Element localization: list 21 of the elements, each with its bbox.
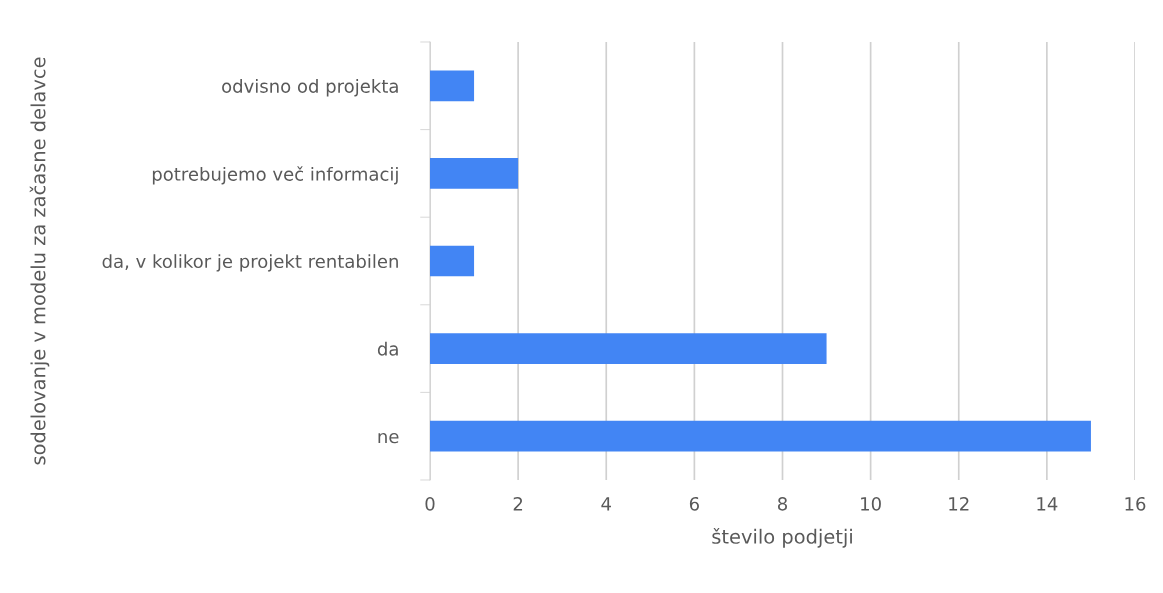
y-axis-title: sodelovanje v modelu za začasne delavce: [29, 57, 50, 465]
y-tick-label: da: [377, 341, 398, 356]
y-tick-label: odvisno od projekta: [222, 78, 398, 97]
bar: [430, 158, 519, 189]
x-tick-label: 2: [513, 496, 523, 511]
x-tick-label: 8: [777, 496, 788, 511]
x-tick-label: 4: [601, 497, 611, 511]
x-tick-label: 14: [1037, 497, 1058, 511]
bar: [430, 70, 475, 102]
x-tick-label: 12: [949, 496, 969, 511]
x-tick-label: 16: [1125, 496, 1146, 511]
y-tick-label: da, v kolikor je projekt rentabilen: [102, 254, 398, 272]
bar: [430, 245, 475, 277]
x-tick-label: 10: [861, 496, 881, 511]
bar: [430, 333, 827, 364]
y-tick-label: potrebujemo več informacij: [152, 166, 398, 185]
x-tick-label: 0: [425, 496, 435, 511]
y-tick-label: ne: [378, 432, 399, 444]
x-axis-title: število podjetji: [712, 528, 852, 548]
bar: [430, 420, 1091, 452]
x-tick-label: 6: [689, 496, 699, 511]
